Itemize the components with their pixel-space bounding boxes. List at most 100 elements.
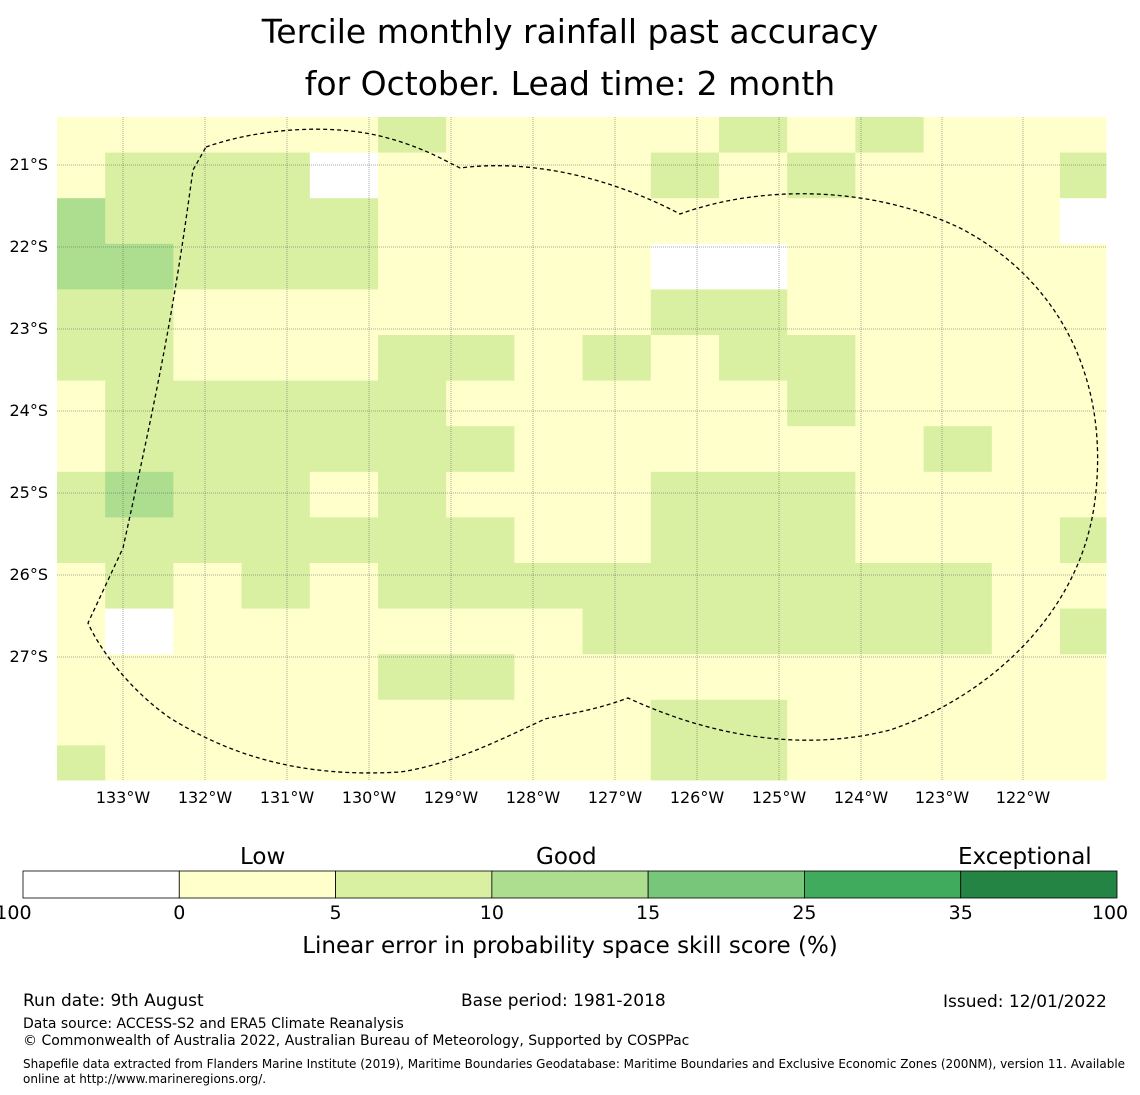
data-source: Data source: ACCESS-S2 and ERA5 Climate … xyxy=(23,1016,404,1032)
category-good: Good xyxy=(536,844,597,870)
grid-cell xyxy=(923,243,993,290)
grid-cell xyxy=(787,152,856,199)
colorbar-tick-label: 35 xyxy=(948,902,973,924)
grid-cell xyxy=(241,380,311,427)
grid-cell xyxy=(309,289,379,336)
grid-cell xyxy=(309,699,379,746)
grid-cell xyxy=(446,152,515,199)
grid-cell xyxy=(719,243,788,290)
grid-cell xyxy=(378,289,447,336)
grid-cell xyxy=(173,563,243,610)
grid-cell xyxy=(241,335,311,382)
category-exceptional: Exceptional xyxy=(958,844,1092,870)
issued-date: Issued: 12/01/2022 xyxy=(943,992,1107,1012)
grid-cell xyxy=(241,289,311,336)
grid-cell xyxy=(309,517,379,564)
grid-cell xyxy=(105,335,174,382)
grid-cell xyxy=(650,426,720,473)
grid-cell xyxy=(309,380,379,427)
grid-cell xyxy=(57,152,106,199)
grid-cell xyxy=(787,745,856,781)
grid-cell xyxy=(173,198,243,245)
lon-tick-label: 123°W xyxy=(914,788,970,807)
grid-cell xyxy=(105,117,174,154)
grid-cell xyxy=(105,380,174,427)
grid-cell xyxy=(991,289,1061,336)
grid-cell xyxy=(309,243,379,290)
grid-cell xyxy=(582,699,652,746)
grid-cell xyxy=(57,745,106,781)
lon-tick-label: 124°W xyxy=(833,788,889,807)
grid-cell xyxy=(173,426,243,473)
grid-cell xyxy=(173,380,243,427)
grid-cell xyxy=(57,243,106,290)
grid-cell xyxy=(719,152,788,199)
title-line-1: Tercile monthly rainfall past accuracy xyxy=(261,12,879,51)
grid-cell xyxy=(309,117,379,154)
colorbar-segment xyxy=(335,870,493,899)
grid-cell xyxy=(173,517,243,564)
grid-cell xyxy=(173,471,243,518)
lat-tick-label: 21°S xyxy=(9,155,48,174)
grid-cell xyxy=(650,745,720,781)
grid-cell xyxy=(991,699,1061,746)
grid-cell xyxy=(855,517,925,564)
grid-cell xyxy=(514,563,584,610)
grid-cell xyxy=(241,243,311,290)
grid-cell xyxy=(787,198,856,245)
grid-cell xyxy=(378,335,447,382)
grid-cell xyxy=(57,517,106,564)
colorbar-segment xyxy=(178,870,336,899)
grid-cell xyxy=(446,335,515,382)
grid-cell xyxy=(378,563,447,610)
grid-cell xyxy=(173,289,243,336)
grid-cell xyxy=(105,198,174,245)
lon-tick-label: 122°W xyxy=(995,788,1051,807)
eez-boundary xyxy=(87,128,1099,774)
colorbar-segment xyxy=(22,870,180,899)
lat-tick-label: 23°S xyxy=(9,319,48,338)
grid-cell xyxy=(855,426,925,473)
copyright: © Commonwealth of Australia 2022, Austra… xyxy=(23,1033,690,1049)
colorbar-label: Linear error in probability space skill … xyxy=(302,933,838,959)
grid-cell xyxy=(991,243,1061,290)
grid-cell xyxy=(991,471,1061,518)
grid-cell xyxy=(1060,608,1107,655)
grid-cell xyxy=(923,380,993,427)
grid-cell xyxy=(57,198,106,245)
colorbar-tick-label: 100 xyxy=(1091,902,1129,924)
grid-cell xyxy=(650,152,720,199)
grid-cell xyxy=(241,198,311,245)
grid-cell xyxy=(378,699,447,746)
grid-cell xyxy=(309,426,379,473)
grid-cell xyxy=(1060,380,1107,427)
grid-cell xyxy=(1060,117,1107,154)
lon-tick-label: 125°W xyxy=(751,788,807,807)
grid-cell xyxy=(719,517,788,564)
grid-cell xyxy=(855,654,925,701)
grid-cell xyxy=(787,699,856,746)
grid-cell xyxy=(719,608,788,655)
grid-cell xyxy=(57,335,106,382)
title-line-2: for October. Lead time: 2 month xyxy=(304,64,836,103)
grid-cell xyxy=(105,289,174,336)
lat-tick-label: 24°S xyxy=(9,401,48,420)
grid-cell xyxy=(582,563,652,610)
grid-cell xyxy=(309,745,379,781)
grid-cell xyxy=(241,117,311,154)
colorbar xyxy=(22,870,1118,899)
grid-cell xyxy=(378,198,447,245)
grid-cell xyxy=(855,289,925,336)
grid-cell xyxy=(650,563,720,610)
grid-cell xyxy=(241,426,311,473)
grid-cell xyxy=(991,380,1061,427)
grid-cell xyxy=(855,152,925,199)
grid-cell xyxy=(378,152,447,199)
grid-cell xyxy=(855,745,925,781)
colorbar-segment xyxy=(491,870,649,899)
grid-cell xyxy=(105,152,174,199)
grid-cell xyxy=(719,380,788,427)
lon-tick-label: 129°W xyxy=(423,788,479,807)
grid-cell xyxy=(650,517,720,564)
grid-cell xyxy=(991,335,1061,382)
